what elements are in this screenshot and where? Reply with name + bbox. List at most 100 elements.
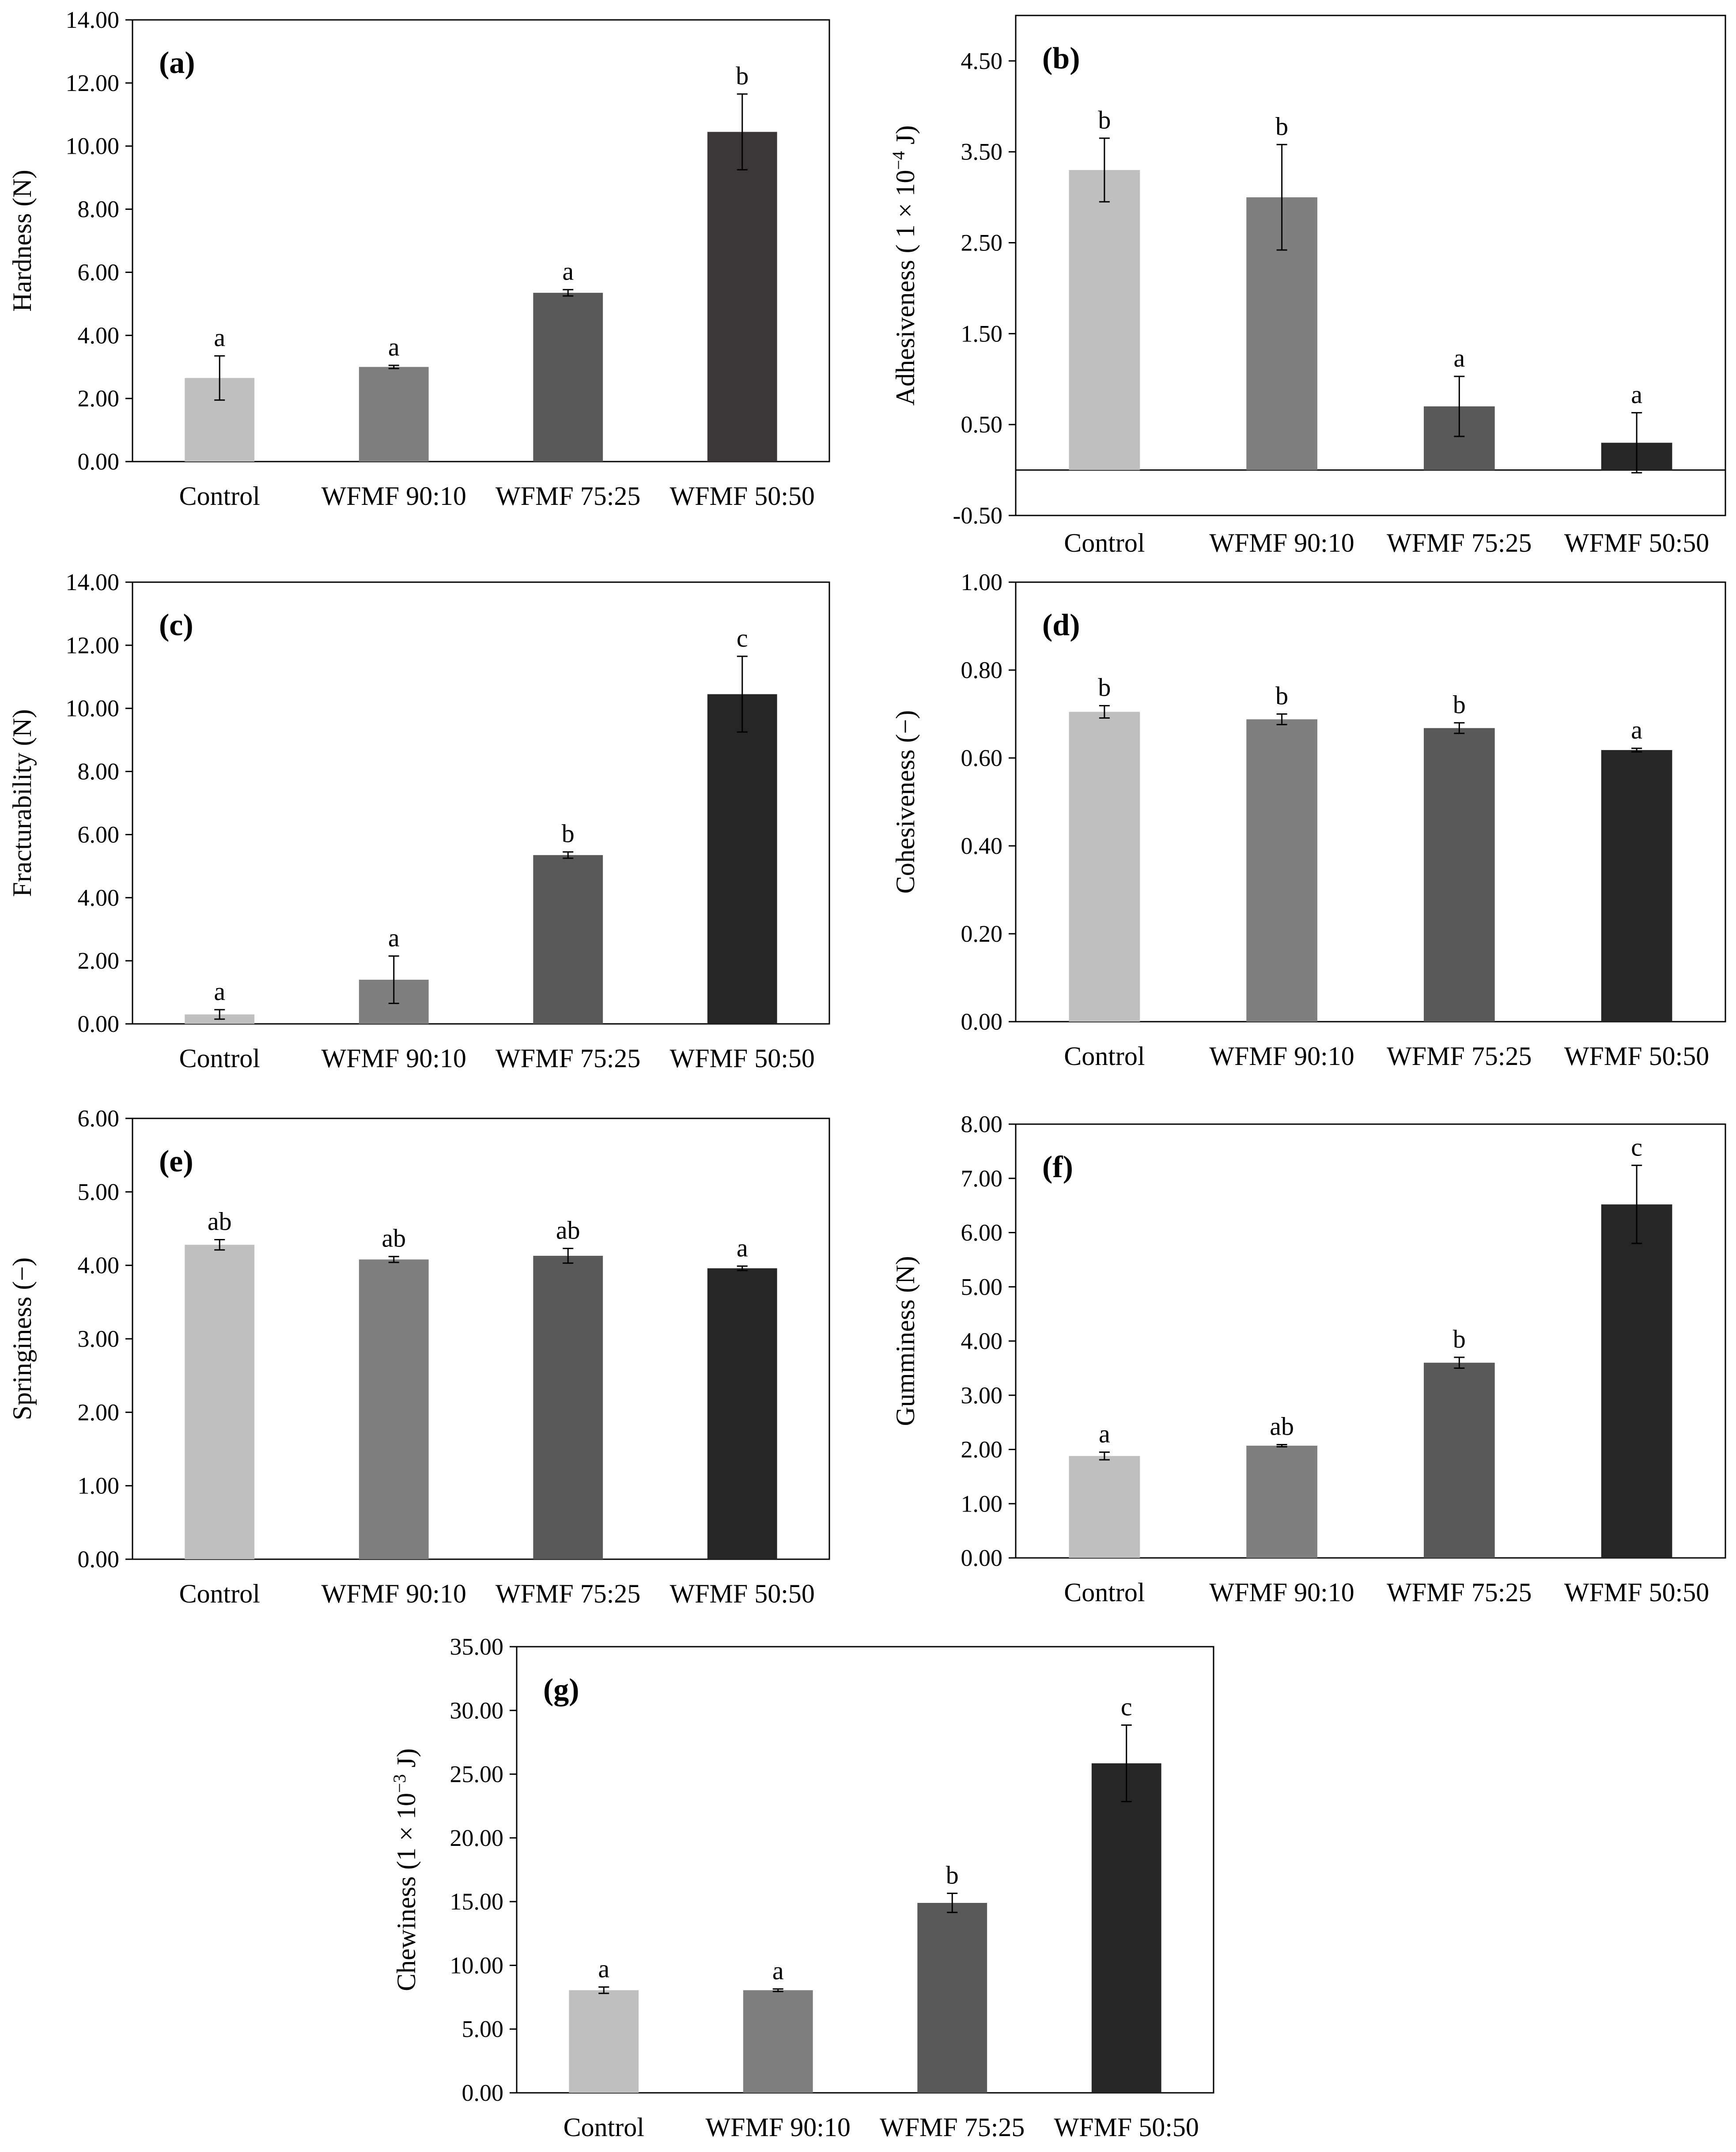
error-bar-a-0 <box>214 355 225 401</box>
y-tick-label: 0.00 <box>961 1545 1003 1571</box>
panel-label: (f) <box>1042 1150 1073 1184</box>
y-tick-label: 0.80 <box>961 657 1003 683</box>
category-label: WFMF 90:10 <box>706 2113 851 2142</box>
bar-f-3 <box>1601 1204 1672 1558</box>
significance-letter: a <box>214 977 225 1006</box>
significance-letter: a <box>1099 1420 1110 1448</box>
significance-letter: ab <box>1270 1412 1294 1440</box>
y-tick-label: 1.50 <box>961 320 1003 347</box>
significance-letter: a <box>388 333 400 361</box>
y-tick-label: 6.00 <box>78 821 120 848</box>
y-tick-label: 0.00 <box>462 2080 504 2106</box>
y-tick-label: 0.60 <box>961 745 1003 771</box>
bar-g-2 <box>917 1903 987 2093</box>
significance-letter: b <box>946 1860 959 1889</box>
panel-label: (d) <box>1042 608 1080 642</box>
bar-d-1 <box>1246 719 1317 1022</box>
y-tick-label: 10.00 <box>66 695 120 722</box>
significance-letter: b <box>1453 690 1466 719</box>
category-label: WFMF 75:25 <box>880 2113 1025 2142</box>
significance-letter: b <box>562 819 575 848</box>
significance-letter: a <box>214 323 225 352</box>
error-bar-e-3 <box>737 1265 748 1271</box>
y-tick-label: 1.00 <box>78 1473 120 1499</box>
chart-panel-a: 0.00 2.00 4.00 6.00 8.00 10.00 12.00 14.00 a Cont… <box>8 7 830 511</box>
panel-label: (e) <box>159 1144 193 1178</box>
error-bar-g-0 <box>598 1986 609 1994</box>
bar-c-2 <box>533 855 603 1024</box>
bar-a-2 <box>533 292 603 462</box>
category-label: WFMF 90:10 <box>321 1044 466 1073</box>
y-tick-label: 4.00 <box>961 1328 1003 1354</box>
category-label: WFMF 90:10 <box>1209 1578 1354 1607</box>
chart-panel-f: 0.00 1.00 2.00 3.00 4.00 5.00 6.00 7.00 8.00 a Con… <box>891 1111 1726 1607</box>
error-bar-e-1 <box>388 1256 399 1263</box>
y-tick-label: -0.50 <box>953 502 1002 529</box>
y-tick-label: 14.00 <box>66 569 120 595</box>
error-bar-b-1 <box>1276 144 1287 251</box>
bar-e-3 <box>707 1268 777 1559</box>
significance-letter: a <box>1631 380 1642 409</box>
significance-letter: a <box>1454 344 1465 372</box>
category-label: WFMF 75:25 <box>495 1044 640 1073</box>
panel-label: (a) <box>159 46 195 80</box>
category-label: Control <box>1064 1042 1145 1071</box>
significance-letter: b <box>1275 112 1288 140</box>
category-label: Control <box>1064 528 1145 557</box>
error-bar-a-1 <box>388 364 399 369</box>
y-tick-label: 0.00 <box>78 448 120 475</box>
y-tick-label: 0.00 <box>961 1008 1003 1035</box>
y-tick-label: 3.50 <box>961 139 1003 165</box>
y-tick-label: 0.40 <box>961 833 1003 859</box>
significance-letter: c <box>737 624 748 652</box>
y-tick-label: 10.00 <box>66 133 120 159</box>
y-tick-label: 1.00 <box>961 1490 1003 1517</box>
y-tick-label: 20.00 <box>450 1825 504 1851</box>
y-tick-label: 2.00 <box>78 1399 120 1425</box>
error-bar-f-0 <box>1099 1451 1110 1461</box>
category-label: Control <box>179 1044 260 1073</box>
bar-a-1 <box>359 367 429 462</box>
category-label: WFMF 50:50 <box>1564 1042 1709 1071</box>
category-label: WFMF 50:50 <box>670 481 815 511</box>
y-tick-label: 30.00 <box>450 1697 504 1724</box>
y-tick-label: 12.00 <box>66 632 120 659</box>
chart-panel-b: -0.50 0.50 1.50 2.50 3.50 4.50 b Control b WFMF 9… <box>889 15 1726 557</box>
y-tick-label: 5.00 <box>961 1273 1003 1300</box>
category-label: WFMF 90:10 <box>321 481 466 511</box>
y-tick-label: 2.50 <box>961 230 1003 256</box>
significance-letter: b <box>736 61 749 90</box>
bar-g-0 <box>569 1990 639 2093</box>
significance-letter: a <box>772 1956 784 1985</box>
bar-d-3 <box>1601 750 1672 1022</box>
panel-label: (b) <box>1042 42 1080 76</box>
error-bar-c-0 <box>214 1009 225 1020</box>
significance-letter: c <box>1631 1133 1642 1161</box>
y-tick-label: 2.00 <box>78 385 120 412</box>
category-label: Control <box>1064 1578 1145 1607</box>
y-tick-label: 14.00 <box>66 7 120 33</box>
y-tick-label: 4.00 <box>78 884 120 911</box>
y-tick-label: 1.00 <box>961 569 1003 595</box>
y-axis-title: Adhesiveness ( 1 × 10−4 J) <box>889 125 920 406</box>
error-bar-g-3 <box>1121 1724 1132 1803</box>
significance-letter: b <box>1275 682 1288 710</box>
error-bar-f-3 <box>1631 1164 1642 1244</box>
y-tick-label: 3.00 <box>78 1326 120 1352</box>
category-label: WFMF 90:10 <box>321 1579 466 1608</box>
error-bar-f-2 <box>1454 1356 1465 1369</box>
plot-frame <box>132 19 830 462</box>
error-bar-b-3 <box>1631 412 1642 474</box>
y-tick-label: 5.00 <box>462 2016 504 2042</box>
category-label: Control <box>179 1579 260 1608</box>
bar-c-3 <box>707 694 777 1024</box>
category-label: WFMF 50:50 <box>1564 1578 1709 1607</box>
y-tick-label: 3.00 <box>961 1382 1003 1409</box>
bar-e-0 <box>185 1245 255 1559</box>
y-tick-label: 4.00 <box>78 322 120 349</box>
significance-letter: a <box>562 257 574 286</box>
category-label: Control <box>564 2113 644 2142</box>
error-bar-d-0 <box>1099 705 1110 719</box>
chart-panel-g: 0.00 5.00 10.00 15.00 20.00 25.00 30.00 35.00 a C… <box>390 1633 1214 2142</box>
error-bar-a-2 <box>563 289 574 297</box>
